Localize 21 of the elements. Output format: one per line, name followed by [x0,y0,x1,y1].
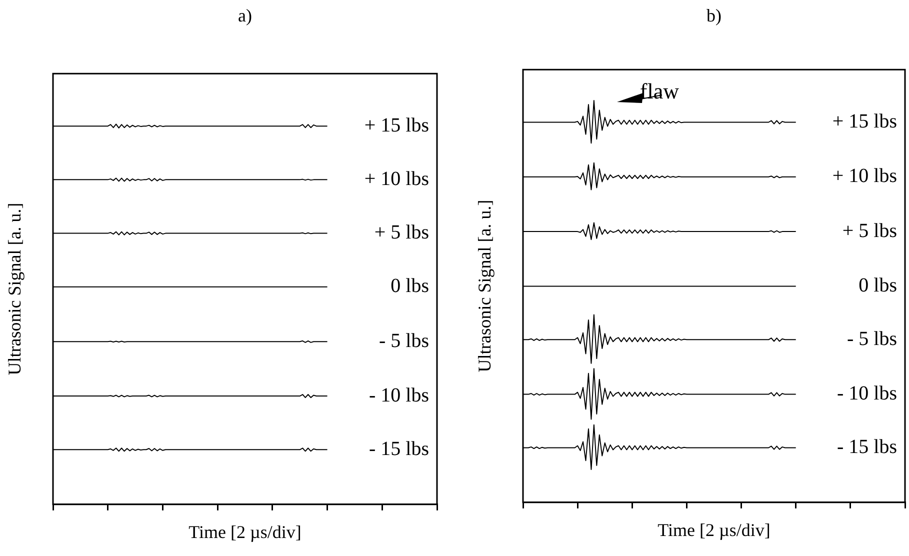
text: - 5 lbs [379,330,430,352]
series-label: + 10 lbs [832,165,898,188]
chart-title: a) [238,6,252,26]
series-label: + 10 lbs [364,168,430,190]
x-axis-title: Time [2 µs/div] [658,520,770,540]
y-axis-title: Ultrasonic Signal [a. u.] [474,200,495,372]
text: - 10 lbs [369,384,430,406]
text: - 5 lbs [847,328,898,350]
text: + 5 lbs [842,220,898,242]
series-label: + 15 lbs [364,114,430,136]
text: 0 lbs [858,274,898,296]
text: - 15 lbs [369,438,430,460]
text: - 15 lbs [837,436,898,458]
y-axis-title: Ultrasonic Signal [a. u.] [4,202,25,376]
series-label: + 15 lbs [832,110,898,132]
text: + 5 lbs [374,222,430,244]
text: - 10 lbs [837,382,898,405]
chart-title: b) [706,6,722,26]
text: 0 lbs [390,275,430,298]
x-axis-title: Time [2 µs/div] [188,522,302,542]
annotation: flaw [640,78,680,104]
